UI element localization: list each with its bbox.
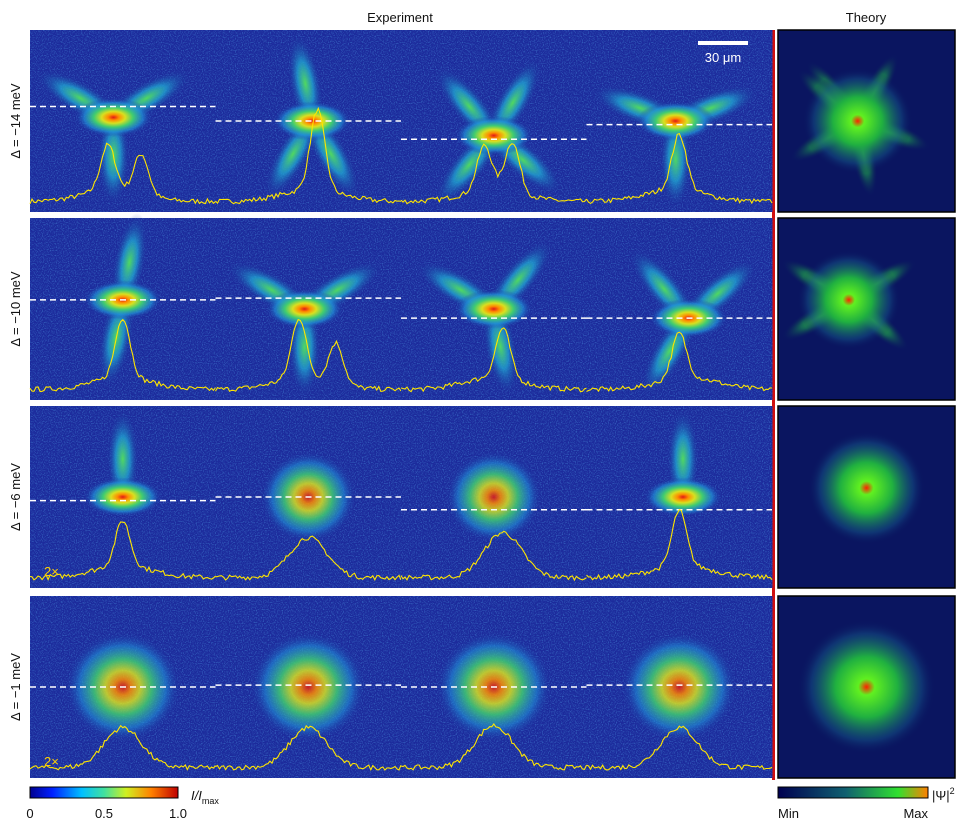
experiment-title: Experiment — [367, 10, 433, 25]
theory-blob — [797, 250, 900, 349]
blob — [84, 477, 162, 516]
theory-blob — [798, 620, 936, 754]
colorbar-tick: 0.5 — [95, 806, 113, 821]
theory-blob — [808, 431, 925, 544]
theory-colorbar-label: |Ψ|2 — [932, 786, 955, 803]
row-label: Δ = −6 meV — [8, 463, 23, 531]
colorbar-label-sub: max — [202, 796, 220, 806]
panels: Δ = −14 meV Δ = −10 meV Δ = −6 meV 2× Δ = −1… — [8, 30, 955, 778]
colorbar-tick: 1.0 — [169, 806, 187, 821]
blob — [455, 116, 533, 155]
colorbar — [30, 787, 178, 798]
theory-colorbar-label-main: |Ψ| — [932, 788, 950, 803]
colorbar-label: I/Imax — [191, 788, 219, 806]
blob — [644, 477, 722, 516]
blob — [636, 101, 714, 140]
theory-colorbar-max: Max — [903, 806, 928, 821]
blob — [74, 98, 152, 137]
gain-label: 2× — [44, 754, 59, 769]
theory-colorbar — [778, 787, 928, 798]
scale-bar-label: 30 μm — [705, 50, 741, 65]
scale-bar — [698, 41, 748, 45]
row-label: Δ = −1 meV — [8, 653, 23, 721]
figure: Experiment Theory Δ = −14 meV Δ = −10 meV… — [0, 0, 960, 825]
gain-label: 2× — [44, 564, 59, 579]
blob — [446, 451, 542, 542]
colorbar-tick: 0 — [26, 806, 33, 821]
row-label: Δ = −10 meV — [8, 271, 23, 347]
theory-colorbar-label-sup: 2 — [950, 786, 955, 796]
colorbar-label-main: I/I — [191, 788, 202, 803]
row-label: Δ = −14 meV — [8, 83, 23, 159]
blob — [455, 289, 533, 328]
blob — [265, 289, 343, 328]
theory-blob — [803, 68, 913, 174]
theory-colorbar-min: Min — [778, 806, 799, 821]
theory-title: Theory — [846, 10, 887, 25]
blob — [250, 632, 366, 742]
